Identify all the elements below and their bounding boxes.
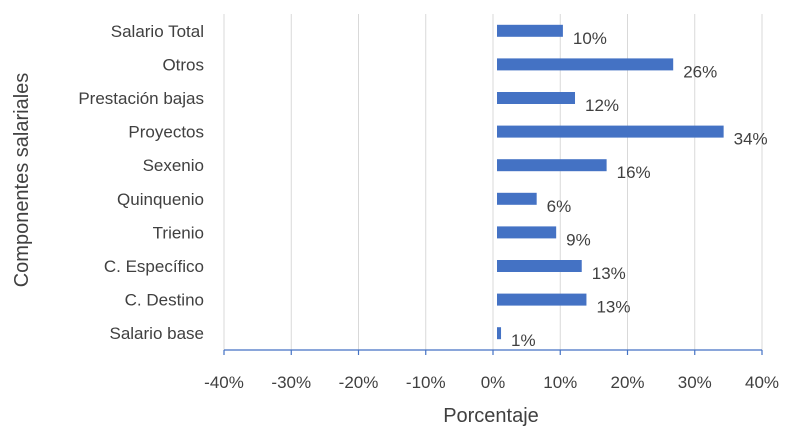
data-label: 13% xyxy=(596,298,630,317)
category-label: Otros xyxy=(162,55,204,74)
data-label: 13% xyxy=(592,264,626,283)
category-labels: Salario base C. Destino C. Específico Trien… xyxy=(78,22,204,343)
category-label: Sexenio xyxy=(143,156,204,175)
x-tick-label: 40% xyxy=(745,373,779,392)
x-tick-labels: -40% -30% -20% -10% 0% 10% 20% 30% 40% xyxy=(204,373,779,392)
x-tick-label: -10% xyxy=(406,373,446,392)
x-tick-label: -20% xyxy=(339,373,379,392)
bar xyxy=(497,327,502,340)
x-tick-label: -40% xyxy=(204,373,244,392)
data-label: 26% xyxy=(683,62,717,81)
category-label: Prestación bajas xyxy=(78,89,204,108)
data-label: 16% xyxy=(617,163,651,182)
bar xyxy=(497,92,576,104)
category-label: Proyectos xyxy=(128,123,204,142)
x-tick-label: 30% xyxy=(678,373,712,392)
bar xyxy=(497,24,563,37)
bar xyxy=(497,293,587,306)
x-tick-label: -30% xyxy=(271,373,311,392)
data-labels: 1%13%13%9%6%16%34%12%26%10% xyxy=(511,29,768,350)
x-axis xyxy=(223,349,763,355)
category-label: Salario base xyxy=(109,324,204,343)
bar xyxy=(497,260,582,272)
data-label: 12% xyxy=(585,96,619,115)
x-axis-title: Porcentaje xyxy=(443,405,539,427)
bar xyxy=(497,226,557,239)
category-label: C. Específico xyxy=(104,257,204,276)
bar xyxy=(497,125,724,138)
bar xyxy=(497,58,674,71)
data-label: 9% xyxy=(566,230,591,249)
bars xyxy=(497,24,724,340)
y-axis-title: Componentes salariales xyxy=(11,73,33,288)
gridlines xyxy=(223,14,763,350)
category-label: C. Destino xyxy=(125,291,204,310)
x-tick-label: 20% xyxy=(610,373,644,392)
data-label: 6% xyxy=(547,197,572,216)
category-label: Quinquenio xyxy=(117,190,204,209)
category-label: Trienio xyxy=(153,223,204,242)
x-tick-label: 10% xyxy=(543,373,577,392)
bar xyxy=(497,192,537,205)
data-label: 34% xyxy=(734,130,768,149)
bar xyxy=(497,159,607,172)
data-label: 10% xyxy=(573,29,607,48)
data-label: 1% xyxy=(511,331,536,350)
x-tick-label: 0% xyxy=(481,373,506,392)
category-label: Salario Total xyxy=(111,22,204,41)
